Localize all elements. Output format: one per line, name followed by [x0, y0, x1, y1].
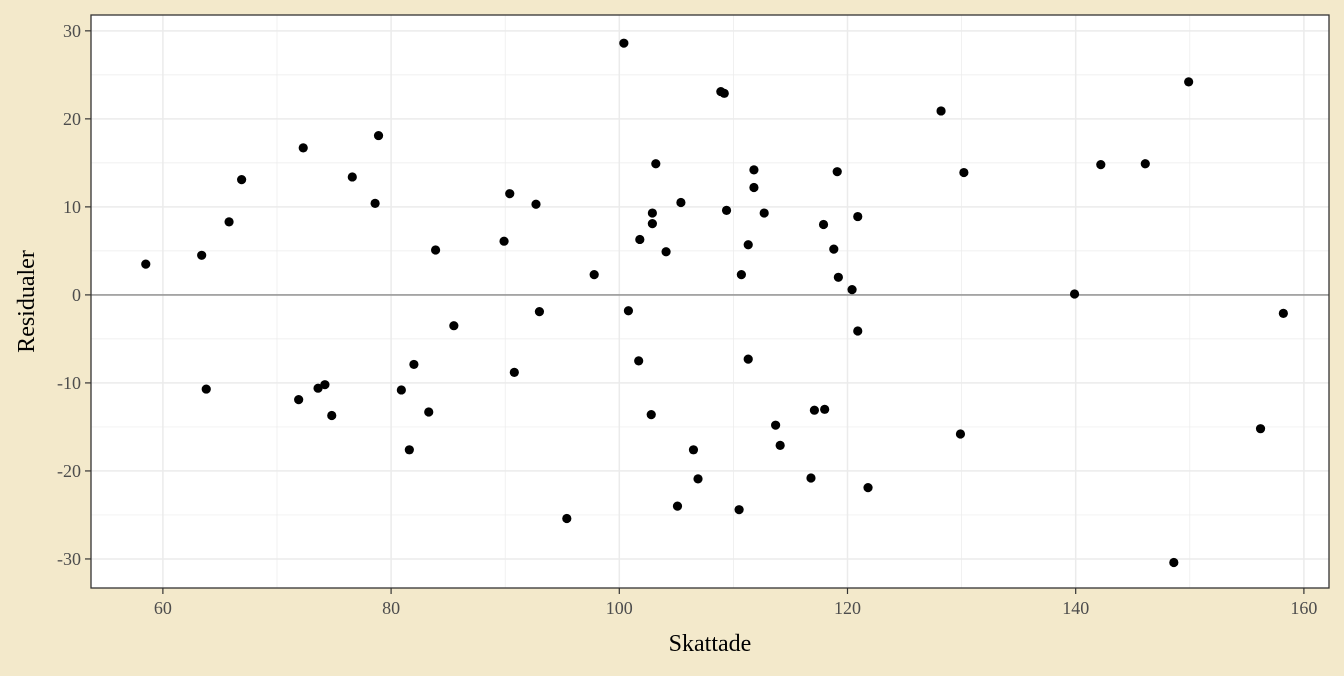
data-point: [1096, 160, 1106, 170]
minor-gridlines: [91, 15, 1329, 588]
data-point: [672, 501, 683, 511]
data-point: [749, 182, 759, 193]
data-point: [1278, 308, 1288, 318]
x-tick-label: 160: [1290, 598, 1317, 618]
data-point: [734, 505, 744, 515]
data-point: [373, 130, 384, 141]
y-tick-label: 30: [63, 21, 81, 41]
data-point: [298, 143, 308, 153]
data-point: [955, 429, 966, 439]
data-point: [619, 38, 629, 48]
data-point: [832, 167, 842, 177]
data-point: [806, 473, 816, 483]
data-point: [1184, 77, 1194, 87]
data-point: [634, 356, 644, 366]
y-tick-label: 10: [63, 197, 81, 217]
y-tick-label: -20: [57, 461, 81, 481]
x-axis-ticks: 60 80 100 120 140 160: [154, 588, 1317, 618]
data-point: [141, 259, 151, 269]
data-point: [347, 172, 357, 182]
data-point: [771, 420, 781, 430]
data-point: [201, 384, 211, 394]
data-point: [651, 159, 661, 169]
x-tick-label: 60: [154, 598, 172, 618]
data-point: [853, 326, 863, 336]
data-point: [736, 270, 746, 280]
x-tick-label: 140: [1062, 598, 1089, 618]
data-point: [647, 208, 657, 218]
data-point: [809, 405, 820, 415]
data-point: [313, 383, 323, 393]
data-point: [1069, 289, 1080, 299]
y-tick-label: -10: [57, 373, 81, 393]
data-point: [294, 395, 304, 405]
data-point: [623, 306, 634, 316]
x-tick-label: 120: [834, 598, 861, 618]
data-point: [635, 234, 645, 245]
data-point: [320, 380, 330, 390]
data-point: [327, 410, 337, 421]
data-point: [531, 199, 541, 209]
data-point: [721, 205, 732, 216]
data-point: [1169, 557, 1179, 568]
x-axis-title: Skattade: [669, 631, 752, 657]
data-point: [1140, 159, 1150, 169]
data-point: [749, 165, 759, 175]
data-point: [589, 270, 599, 280]
data-point: [688, 445, 699, 455]
data-point: [409, 359, 419, 370]
y-axis-title: Residualer: [14, 250, 40, 353]
data-point: [853, 211, 863, 222]
data-point: [661, 247, 671, 257]
data-point: [499, 236, 509, 246]
y-tick-label: 20: [63, 109, 81, 129]
data-point: [820, 404, 830, 414]
x-tick-label: 100: [606, 598, 633, 618]
data-point: [505, 189, 515, 199]
data-point: [959, 167, 969, 178]
data-point: [863, 483, 873, 493]
data-point: [646, 410, 656, 420]
x-tick-label: 80: [382, 598, 400, 618]
data-point: [1255, 424, 1266, 434]
y-axis-ticks: -30 -20 -10 0 10 20 30: [57, 21, 91, 569]
y-tick-label: -30: [57, 549, 81, 569]
data-point: [936, 106, 946, 116]
data-point: [743, 354, 753, 364]
data-point: [370, 198, 380, 208]
data-point: [775, 440, 785, 451]
data-point: [509, 367, 519, 377]
data-point: [534, 307, 545, 317]
data-point: [818, 219, 829, 230]
data-point: [396, 385, 406, 395]
data-point: [197, 250, 207, 260]
data-point: [833, 272, 843, 282]
data-point: [404, 445, 414, 455]
data-point: [719, 88, 729, 98]
data-point: [449, 321, 459, 331]
data-point: [847, 285, 857, 295]
data-point: [676, 197, 686, 208]
data-point: [693, 474, 703, 484]
data-points: [141, 38, 1288, 568]
data-point: [237, 174, 247, 185]
data-point: [562, 513, 572, 524]
data-point: [647, 219, 657, 229]
data-point: [743, 240, 753, 250]
plot-border: [90, 14, 1330, 589]
data-point: [430, 245, 441, 255]
plot-panel: [91, 15, 1329, 588]
y-tick-label: 0: [72, 285, 81, 305]
data-point: [224, 217, 234, 227]
data-point: [829, 244, 839, 254]
data-point: [424, 407, 434, 417]
data-point: [759, 208, 769, 218]
